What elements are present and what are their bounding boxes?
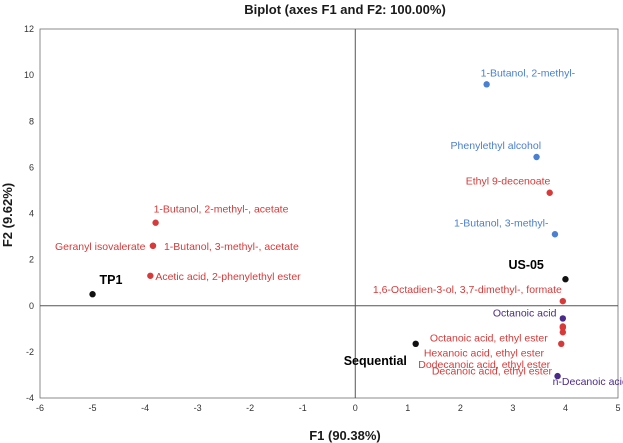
- data-point: [559, 329, 567, 336]
- y-tick-label: 0: [29, 301, 34, 311]
- point-labels: TP1 US-05 Sequential 1-Butanol, 2-methyl- Ph…: [55, 67, 623, 388]
- data-point: [562, 276, 569, 283]
- point-label: Geranyl isovalerate: [55, 241, 146, 253]
- x-axis-title: F1 (90.38%): [309, 428, 381, 443]
- x-tick-label: -2: [246, 403, 254, 413]
- data-point: [152, 219, 159, 226]
- point-label: Phenylethyl alcohol: [451, 140, 541, 152]
- data-point: [149, 242, 157, 249]
- point-label: 1-Butanol, 3-methyl-: [454, 217, 549, 229]
- x-tick-label: -1: [299, 403, 307, 413]
- data-point: [483, 81, 490, 88]
- point-label: Hexanoic acid, ethyl ester: [424, 347, 545, 359]
- point-label: 1-Butanol, 2-methyl-: [481, 67, 576, 79]
- data-point: [559, 297, 567, 305]
- x-tick-label: 5: [615, 403, 620, 413]
- x-tick-label: 2: [458, 403, 463, 413]
- zero-lines: [40, 29, 618, 398]
- x-tick-label: -3: [194, 403, 202, 413]
- point-label: Ethyl 9-decenoate: [466, 176, 551, 188]
- point-label: Dodecanoic acid, ethyl ester: [418, 359, 550, 371]
- point-label: 1,6-Octadien-3-ol, 3,7-dimethyl-, format…: [373, 284, 562, 296]
- point-label: 1-Butanol, 2-methyl-, acetate: [154, 204, 289, 216]
- point-label: Octanoic acid: [493, 307, 557, 319]
- x-tick-label: -4: [141, 403, 149, 413]
- y-tick-label: 2: [29, 255, 34, 265]
- point-label: Octanoic acid, ethyl ester: [430, 333, 548, 345]
- data-point: [89, 291, 96, 298]
- point-label: Acetic acid, 2-phenylethyl ester: [155, 271, 301, 283]
- y-tick-label: 12: [24, 24, 34, 34]
- y-tick-label: -4: [26, 393, 34, 403]
- data-point: [533, 153, 540, 161]
- y-tick-label: 6: [29, 162, 34, 172]
- point-label: TP1: [100, 273, 123, 287]
- x-tick-label: 0: [353, 403, 358, 413]
- y-tick-label: 10: [24, 70, 34, 80]
- y-tick-label: 4: [29, 209, 34, 219]
- data-point: [554, 372, 561, 380]
- y-tick-label: -2: [26, 347, 34, 357]
- data-point: [412, 340, 419, 348]
- data-point: [559, 315, 567, 322]
- x-tick-label: 3: [510, 403, 515, 413]
- data-point: [551, 231, 559, 238]
- data-points: [89, 81, 569, 380]
- point-label: Sequential: [344, 354, 407, 368]
- point-label: US-05: [508, 258, 543, 272]
- y-tick-label: 8: [29, 116, 34, 126]
- x-tick-label: 1: [405, 403, 410, 413]
- x-tick-label: -6: [36, 403, 44, 413]
- data-point: [147, 272, 154, 279]
- point-label: 1-Butanol, 3-methyl-, acetate: [164, 241, 299, 253]
- chart-title: Biplot (axes F1 and F2: 100.00%): [244, 2, 446, 17]
- plot-frame: [39, 28, 619, 399]
- data-point: [546, 189, 553, 196]
- data-point: [559, 323, 567, 330]
- x-tick-label: -5: [89, 403, 97, 413]
- x-tick-label: 4: [563, 403, 568, 413]
- point-label: Decanoic acid, ethyl ester: [432, 366, 553, 378]
- data-point: [558, 340, 565, 348]
- point-label: n-Decanoic acid: [553, 376, 623, 388]
- y-axis-title: F2 (9.62%): [0, 183, 15, 247]
